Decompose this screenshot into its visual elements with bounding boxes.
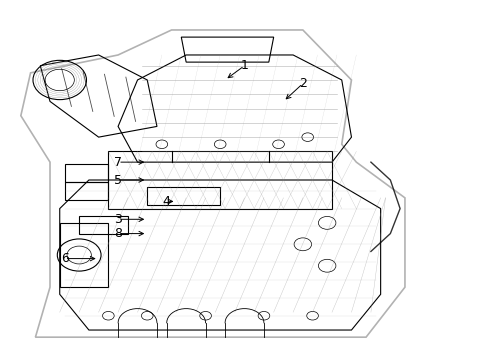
Text: 4: 4 — [163, 195, 170, 208]
Text: 1: 1 — [240, 59, 248, 72]
Text: 6: 6 — [61, 252, 68, 265]
Text: 8: 8 — [114, 227, 122, 240]
Text: 5: 5 — [114, 174, 122, 186]
Text: 2: 2 — [298, 77, 306, 90]
Text: 7: 7 — [114, 156, 122, 168]
Text: 3: 3 — [114, 213, 122, 226]
